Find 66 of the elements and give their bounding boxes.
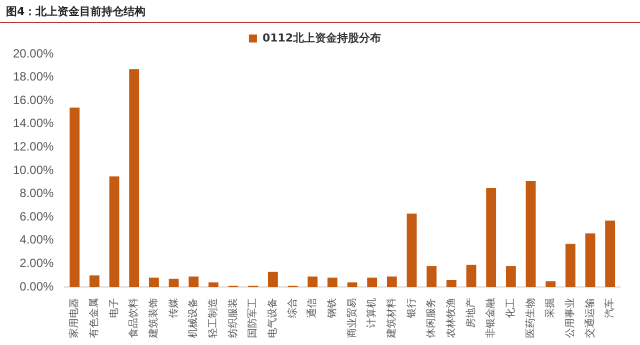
x-tick-label: 综合 [286, 298, 298, 318]
x-tick-label: 化工 [504, 298, 517, 318]
bar [70, 108, 80, 287]
bar [406, 214, 417, 287]
y-tick-label: 20.00% [12, 46, 54, 60]
y-tick-label: 4.00% [20, 232, 54, 247]
legend-label: 0112北上资金持股分布 [262, 31, 382, 44]
bar [386, 276, 397, 287]
y-tick-label: 18.00% [12, 70, 54, 84]
x-tick-label: 农林牧渔 [445, 298, 458, 338]
bar [168, 278, 179, 287]
chart-title: 图4：北上资金目前持仓结构 [0, 0, 640, 23]
x-tick-label: 国防军工 [246, 298, 259, 338]
x-tick-label: 有色金属 [88, 298, 100, 338]
bar [565, 244, 576, 287]
bar [208, 282, 218, 287]
y-tick-label: 10.00% [12, 162, 54, 177]
x-tick-label: 轻工制造 [207, 298, 220, 338]
y-tick-label: 16.00% [12, 92, 54, 107]
x-tick-label: 休闲服务 [425, 298, 438, 338]
x-tick-label: 食品饮料 [128, 298, 140, 338]
bar [367, 278, 378, 287]
y-tick-label: 6.00% [20, 209, 54, 224]
bar [327, 278, 338, 287]
bar [446, 280, 456, 287]
bar [347, 282, 358, 287]
bar [466, 264, 476, 287]
bar [486, 188, 496, 287]
y-tick-label: 0.00% [20, 279, 54, 294]
x-tick-label: 采掘 [544, 298, 556, 318]
x-tick-label: 纺织服装 [226, 298, 239, 338]
bar [109, 176, 120, 287]
x-tick-label: 医药生物 [524, 298, 536, 338]
bar [89, 275, 100, 287]
x-tick-label: 汽车 [604, 298, 616, 318]
x-tick-label: 建筑材料 [386, 298, 398, 339]
bar [188, 276, 199, 287]
y-tick-label: 12.00% [12, 140, 54, 154]
bar [148, 278, 159, 287]
bar [268, 272, 278, 287]
x-tick-label: 电子 [108, 298, 120, 318]
bar [585, 233, 596, 287]
x-tick-label: 传媒 [168, 298, 180, 318]
bar [426, 266, 437, 287]
x-tick-label: 交通运输 [584, 298, 596, 338]
bar [526, 180, 536, 287]
y-tick-label: 2.00% [20, 256, 54, 270]
bar [308, 276, 318, 287]
x-tick-label: 非银金融 [484, 298, 497, 338]
bar [546, 281, 556, 287]
x-tick-label: 商业贸易 [346, 298, 358, 338]
x-tick-label: 通信 [306, 298, 318, 318]
bar [129, 69, 140, 287]
x-tick-label: 银行 [406, 298, 418, 319]
x-tick-label: 房地产 [464, 298, 477, 328]
bar [506, 266, 516, 287]
x-tick-label: 机械设备 [187, 298, 200, 338]
x-tick-label: 建筑装饰 [148, 298, 160, 339]
x-tick-label: 家用电器 [68, 298, 80, 338]
bar [605, 220, 616, 287]
x-tick-label: 公用事业 [564, 298, 576, 338]
y-tick-label: 14.00% [12, 116, 54, 130]
x-tick-label: 计算机 [366, 298, 378, 328]
x-tick-label: 电气设备 [266, 298, 279, 338]
x-tick-label: 钢铁 [326, 298, 338, 319]
y-tick-label: 8.00% [20, 186, 54, 200]
